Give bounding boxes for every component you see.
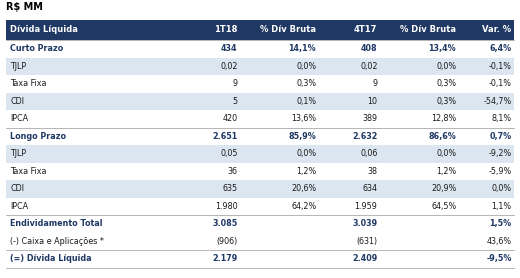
Bar: [6, 215, 514, 232]
Text: 2.409: 2.409: [352, 254, 378, 263]
Text: CDI: CDI: [10, 97, 24, 106]
Text: 0,3%: 0,3%: [296, 79, 316, 88]
Bar: [6, 250, 514, 267]
Text: 9: 9: [372, 79, 378, 88]
Text: 389: 389: [362, 114, 378, 123]
Text: Endividamento Total: Endividamento Total: [10, 219, 103, 228]
Bar: [6, 128, 514, 145]
Text: 0,7%: 0,7%: [489, 132, 512, 141]
Text: 36: 36: [228, 167, 238, 176]
Text: 64,5%: 64,5%: [431, 202, 456, 211]
Text: 5: 5: [232, 97, 238, 106]
Text: 420: 420: [223, 114, 238, 123]
Text: 2.179: 2.179: [212, 254, 238, 263]
Text: 0,02: 0,02: [360, 62, 378, 71]
Text: 0,02: 0,02: [220, 62, 238, 71]
Text: 1.959: 1.959: [355, 202, 378, 211]
Text: 12,8%: 12,8%: [431, 114, 456, 123]
Text: -5,9%: -5,9%: [488, 167, 512, 176]
Bar: [6, 145, 514, 163]
Text: -0,1%: -0,1%: [489, 79, 512, 88]
Text: 0,0%: 0,0%: [296, 149, 316, 158]
Text: 43,6%: 43,6%: [487, 237, 512, 246]
Text: IPCA: IPCA: [10, 202, 29, 211]
Text: 634: 634: [362, 184, 378, 193]
Text: 2.632: 2.632: [352, 132, 378, 141]
Text: 635: 635: [223, 184, 238, 193]
Text: 0,3%: 0,3%: [436, 79, 456, 88]
Bar: [6, 197, 514, 215]
Text: TJLP: TJLP: [10, 62, 27, 71]
Text: 0,0%: 0,0%: [436, 149, 456, 158]
Bar: [6, 75, 514, 93]
Text: -54,7%: -54,7%: [484, 97, 512, 106]
Text: 1,1%: 1,1%: [491, 202, 512, 211]
Bar: [6, 58, 514, 75]
Bar: [6, 180, 514, 197]
Text: 1,2%: 1,2%: [296, 167, 316, 176]
Text: 1.980: 1.980: [215, 202, 238, 211]
Text: 4T17: 4T17: [354, 26, 377, 34]
Text: (-) Caixa e Aplicações *: (-) Caixa e Aplicações *: [10, 237, 105, 246]
Text: Longo Prazo: Longo Prazo: [10, 132, 67, 141]
Text: 20,9%: 20,9%: [431, 184, 456, 193]
Text: Dívida Líquida: Dívida Líquida: [10, 26, 79, 34]
Text: 0,06: 0,06: [360, 149, 378, 158]
Text: 1,5%: 1,5%: [489, 219, 512, 228]
Text: 13,6%: 13,6%: [291, 114, 316, 123]
Text: 0,0%: 0,0%: [436, 62, 456, 71]
Text: 0,05: 0,05: [220, 149, 238, 158]
Text: 3.039: 3.039: [353, 219, 378, 228]
Text: Curto Prazo: Curto Prazo: [10, 44, 63, 53]
Text: Taxa Fixa: Taxa Fixa: [10, 167, 47, 176]
Bar: [6, 40, 514, 58]
Text: CDI: CDI: [10, 184, 24, 193]
Text: 1T18: 1T18: [214, 26, 237, 34]
Text: 408: 408: [361, 44, 378, 53]
Text: 85,9%: 85,9%: [289, 132, 316, 141]
Text: R$ MM: R$ MM: [6, 2, 43, 12]
Text: (631): (631): [356, 237, 378, 246]
Text: 14,1%: 14,1%: [289, 44, 316, 53]
Text: 38: 38: [368, 167, 378, 176]
Text: 13,4%: 13,4%: [428, 44, 456, 53]
Text: 86,6%: 86,6%: [428, 132, 456, 141]
Text: 0,0%: 0,0%: [296, 62, 316, 71]
Text: 64,2%: 64,2%: [291, 202, 316, 211]
Text: 20,6%: 20,6%: [291, 184, 316, 193]
Text: Var. %: Var. %: [482, 26, 511, 34]
Text: (906): (906): [216, 237, 238, 246]
Bar: [6, 232, 514, 250]
Text: 2.651: 2.651: [212, 132, 238, 141]
Bar: [6, 93, 514, 110]
Text: 0,3%: 0,3%: [436, 97, 456, 106]
Text: % Dív Bruta: % Dív Bruta: [400, 26, 456, 34]
Text: -9,2%: -9,2%: [488, 149, 512, 158]
Text: -9,5%: -9,5%: [486, 254, 512, 263]
Bar: [6, 163, 514, 180]
Text: -0,1%: -0,1%: [489, 62, 512, 71]
Text: 3.085: 3.085: [212, 219, 238, 228]
Text: 8,1%: 8,1%: [491, 114, 512, 123]
Bar: [6, 20, 514, 40]
Text: 1,2%: 1,2%: [436, 167, 456, 176]
Text: 434: 434: [221, 44, 238, 53]
Text: Taxa Fixa: Taxa Fixa: [10, 79, 47, 88]
Text: % Dív Bruta: % Dív Bruta: [259, 26, 316, 34]
Text: 0,0%: 0,0%: [491, 184, 512, 193]
Text: TJLP: TJLP: [10, 149, 27, 158]
Text: IPCA: IPCA: [10, 114, 29, 123]
Text: (=) Dívida Líquida: (=) Dívida Líquida: [10, 254, 92, 263]
Text: 6,4%: 6,4%: [489, 44, 512, 53]
Bar: [6, 110, 514, 128]
Text: 0,1%: 0,1%: [296, 97, 316, 106]
Text: 9: 9: [232, 79, 238, 88]
Text: 10: 10: [368, 97, 378, 106]
